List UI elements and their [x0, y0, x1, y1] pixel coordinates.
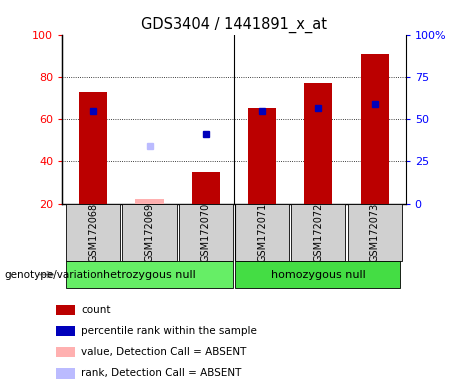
Bar	[235, 261, 400, 288]
Bar	[56, 305, 75, 315]
Text: GSM172069: GSM172069	[144, 203, 154, 262]
Text: hetrozygous null: hetrozygous null	[103, 270, 196, 280]
Bar	[56, 347, 75, 358]
Bar	[361, 53, 389, 204]
Text: homozygous null: homozygous null	[271, 270, 366, 280]
Bar	[66, 204, 120, 261]
Bar	[235, 204, 289, 261]
Bar	[192, 172, 220, 204]
Text: count: count	[82, 305, 111, 315]
Text: genotype/variation: genotype/variation	[5, 270, 104, 280]
Bar	[348, 204, 402, 261]
Title: GDS3404 / 1441891_x_at: GDS3404 / 1441891_x_at	[141, 17, 327, 33]
Bar	[79, 92, 107, 204]
Bar	[248, 109, 276, 204]
Bar	[56, 326, 75, 336]
Bar	[179, 204, 233, 261]
Text: GSM172071: GSM172071	[257, 203, 267, 262]
Text: percentile rank within the sample: percentile rank within the sample	[82, 326, 257, 336]
Text: GSM172068: GSM172068	[88, 203, 98, 262]
Bar	[66, 261, 233, 288]
Bar	[136, 199, 164, 204]
Text: GSM172070: GSM172070	[201, 203, 211, 262]
Bar	[291, 204, 345, 261]
Text: value, Detection Call = ABSENT: value, Detection Call = ABSENT	[82, 347, 247, 358]
Bar	[123, 204, 177, 261]
Bar	[56, 368, 75, 379]
Text: GSM172073: GSM172073	[370, 203, 380, 262]
Text: GSM172072: GSM172072	[313, 203, 324, 262]
Bar	[304, 83, 332, 204]
Text: rank, Detection Call = ABSENT: rank, Detection Call = ABSENT	[82, 368, 242, 379]
